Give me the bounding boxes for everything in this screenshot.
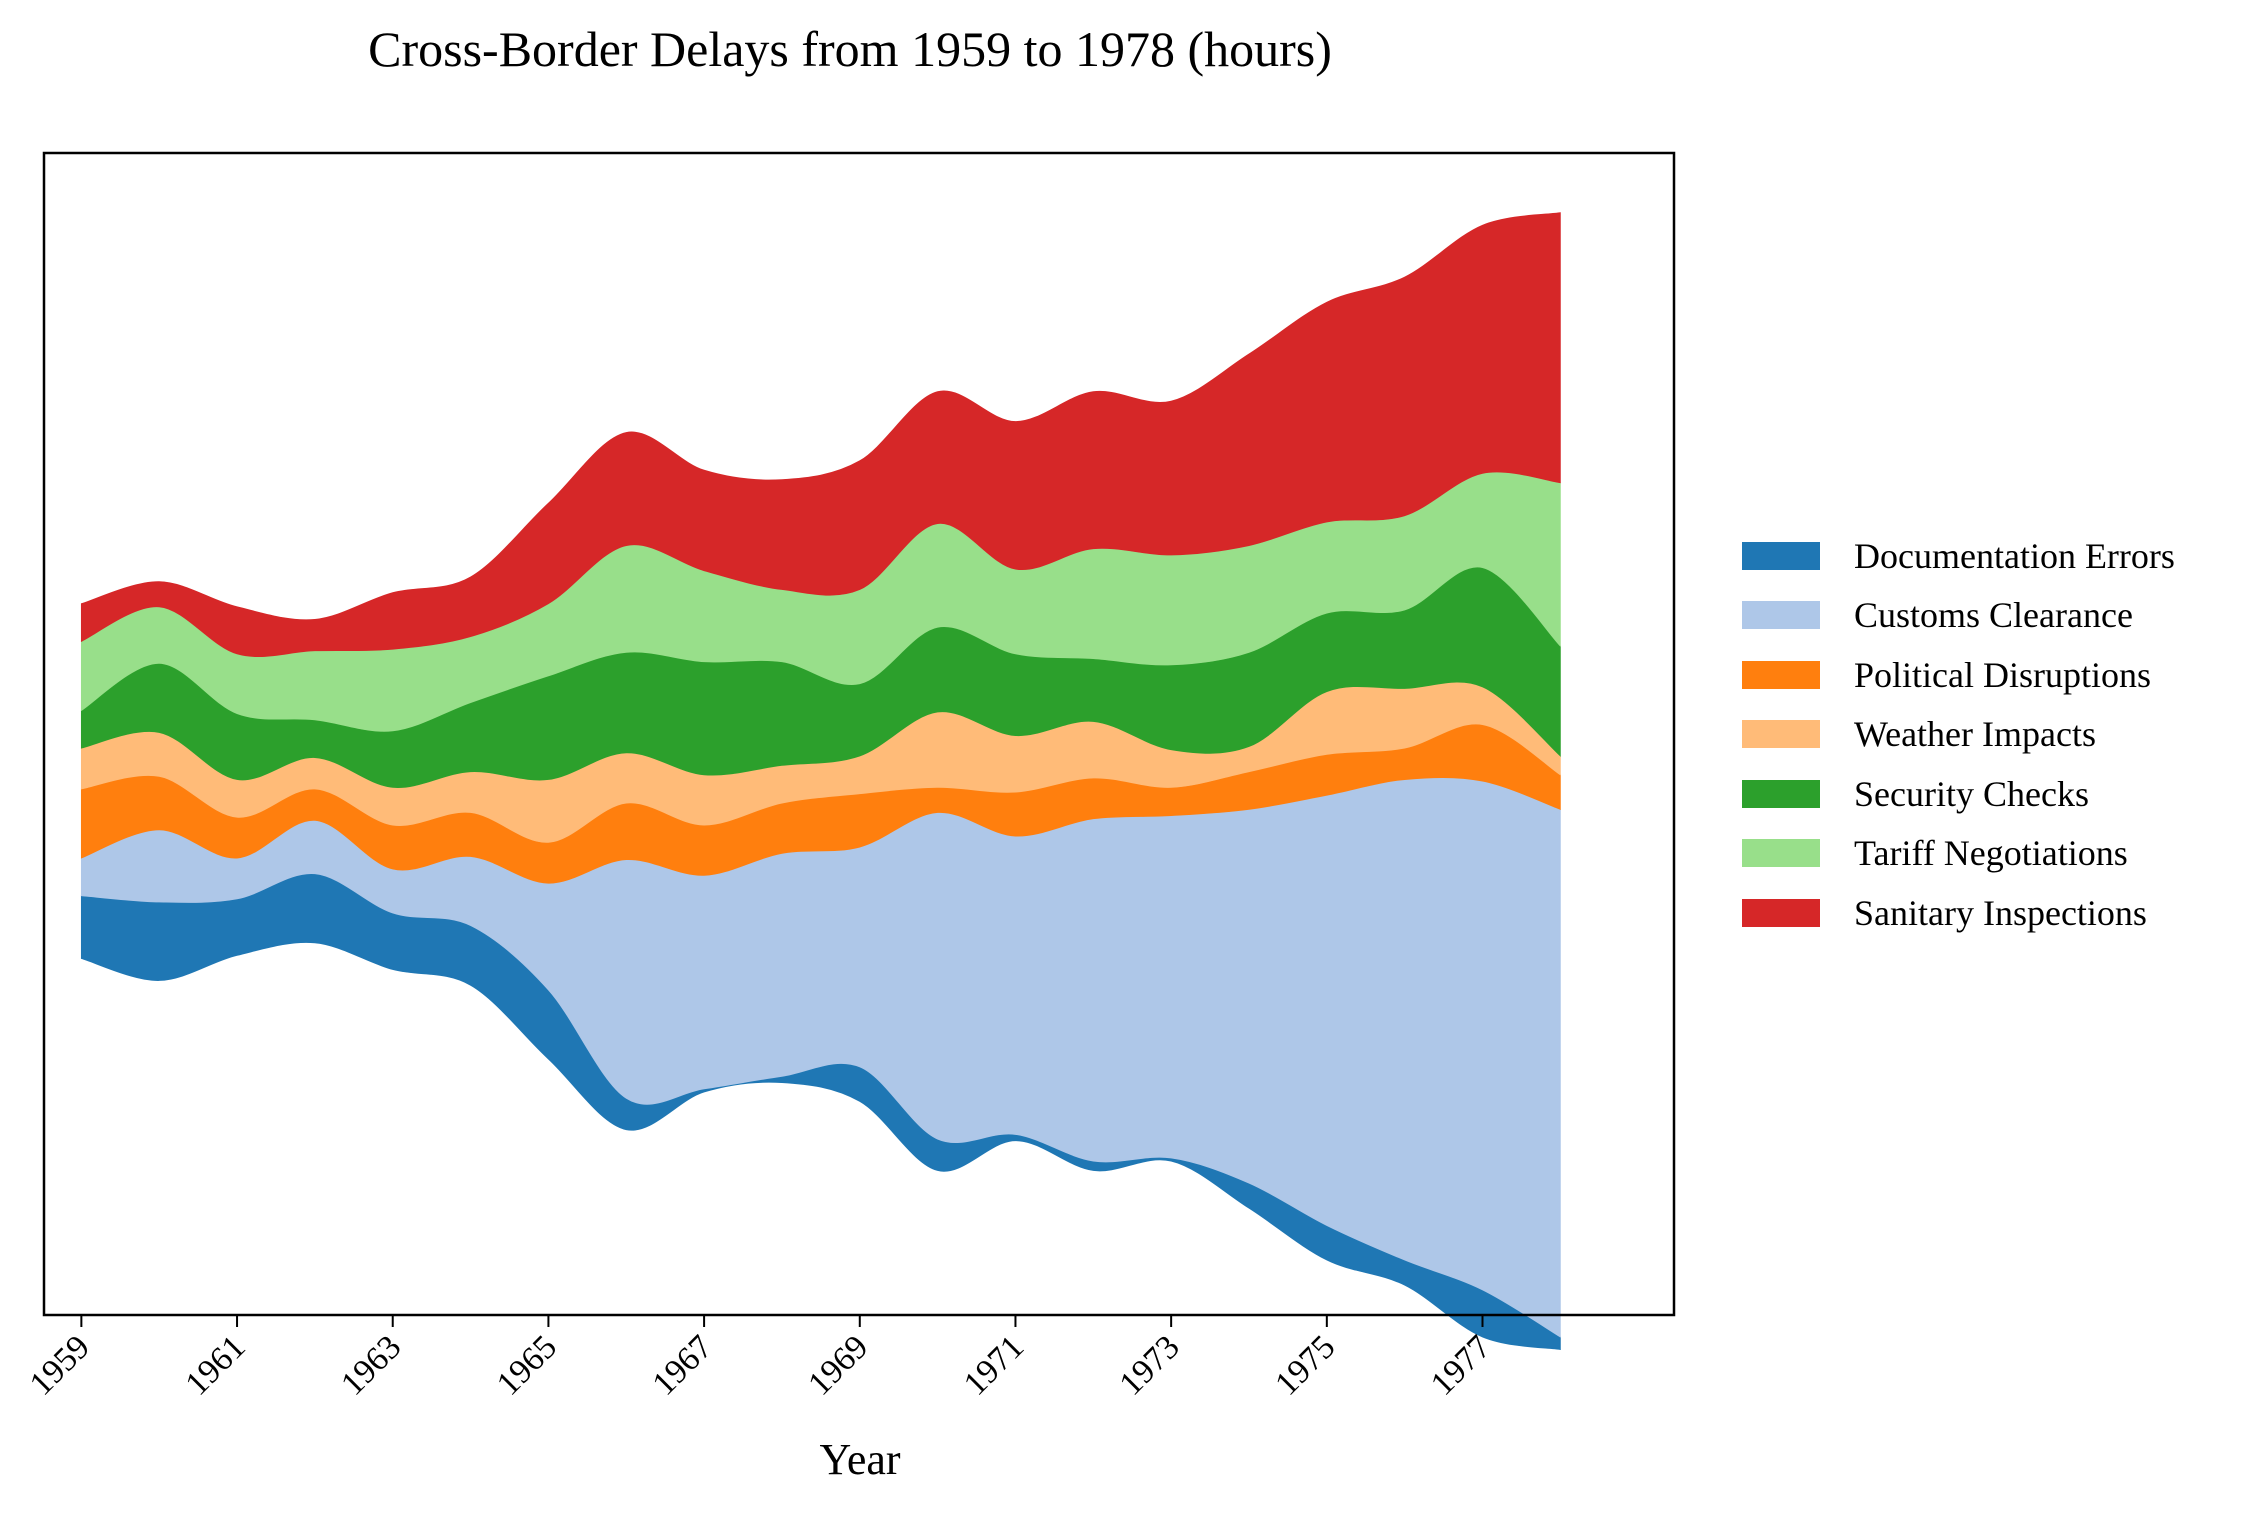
x-tick-label: 1975	[1268, 1328, 1342, 1402]
stream-layers	[80, 212, 1561, 1351]
legend-item-documentation-errors: Documentation Errors	[1742, 526, 2175, 586]
x-tick-label: 1977	[1424, 1328, 1498, 1402]
x-tick-label: 1971	[957, 1328, 1031, 1402]
x-tick-label: 1961	[178, 1328, 252, 1402]
legend-item-weather-impacts: Weather Impacts	[1742, 705, 2175, 765]
x-tick-label: 1963	[334, 1328, 408, 1402]
x-tick-label: 1969	[801, 1328, 875, 1402]
legend-swatch	[1742, 779, 1820, 808]
legend-label: Documentation Errors	[1854, 535, 2175, 576]
x-axis-label: Year	[819, 1435, 901, 1484]
legend-item-tariff-negotiations: Tariff Negotiations	[1742, 824, 2175, 884]
legend-label: Tariff Negotiations	[1854, 833, 2128, 874]
legend-swatch	[1742, 898, 1820, 927]
legend-item-political-disruptions: Political Disruptions	[1742, 645, 2175, 705]
legend-swatch	[1742, 660, 1820, 689]
legend-swatch	[1742, 839, 1820, 868]
legend-item-security-checks: Security Checks	[1742, 764, 2175, 824]
legend-swatch	[1742, 541, 1820, 570]
legend-label: Customs Clearance	[1854, 595, 2133, 636]
legend-swatch	[1742, 601, 1820, 630]
legend-item-customs-clearance: Customs Clearance	[1742, 586, 2175, 646]
legend-label: Political Disruptions	[1854, 654, 2151, 695]
legend-label: Weather Impacts	[1854, 714, 2096, 755]
legend: Documentation Errors Customs Clearance P…	[1742, 526, 2175, 943]
stream-sanitary-inspections	[80, 212, 1561, 657]
x-tick-label: 1973	[1113, 1328, 1187, 1402]
legend-label: Sanitary Inspections	[1854, 892, 2147, 933]
x-axis-ticks: 1959 1961 1963 1965 1967 1969 1971 1973 1975 1977	[23, 1315, 1498, 1403]
x-tick-label: 1965	[490, 1328, 564, 1402]
legend-swatch	[1742, 720, 1820, 749]
chart-title: Cross-Border Delays from 1959 to 1978 (h…	[368, 21, 1332, 77]
x-tick-label: 1959	[23, 1328, 97, 1402]
legend-item-sanitary-inspections: Sanitary Inspections	[1742, 883, 2175, 943]
x-tick-label: 1967	[646, 1328, 720, 1402]
legend-label: Security Checks	[1854, 773, 2089, 814]
